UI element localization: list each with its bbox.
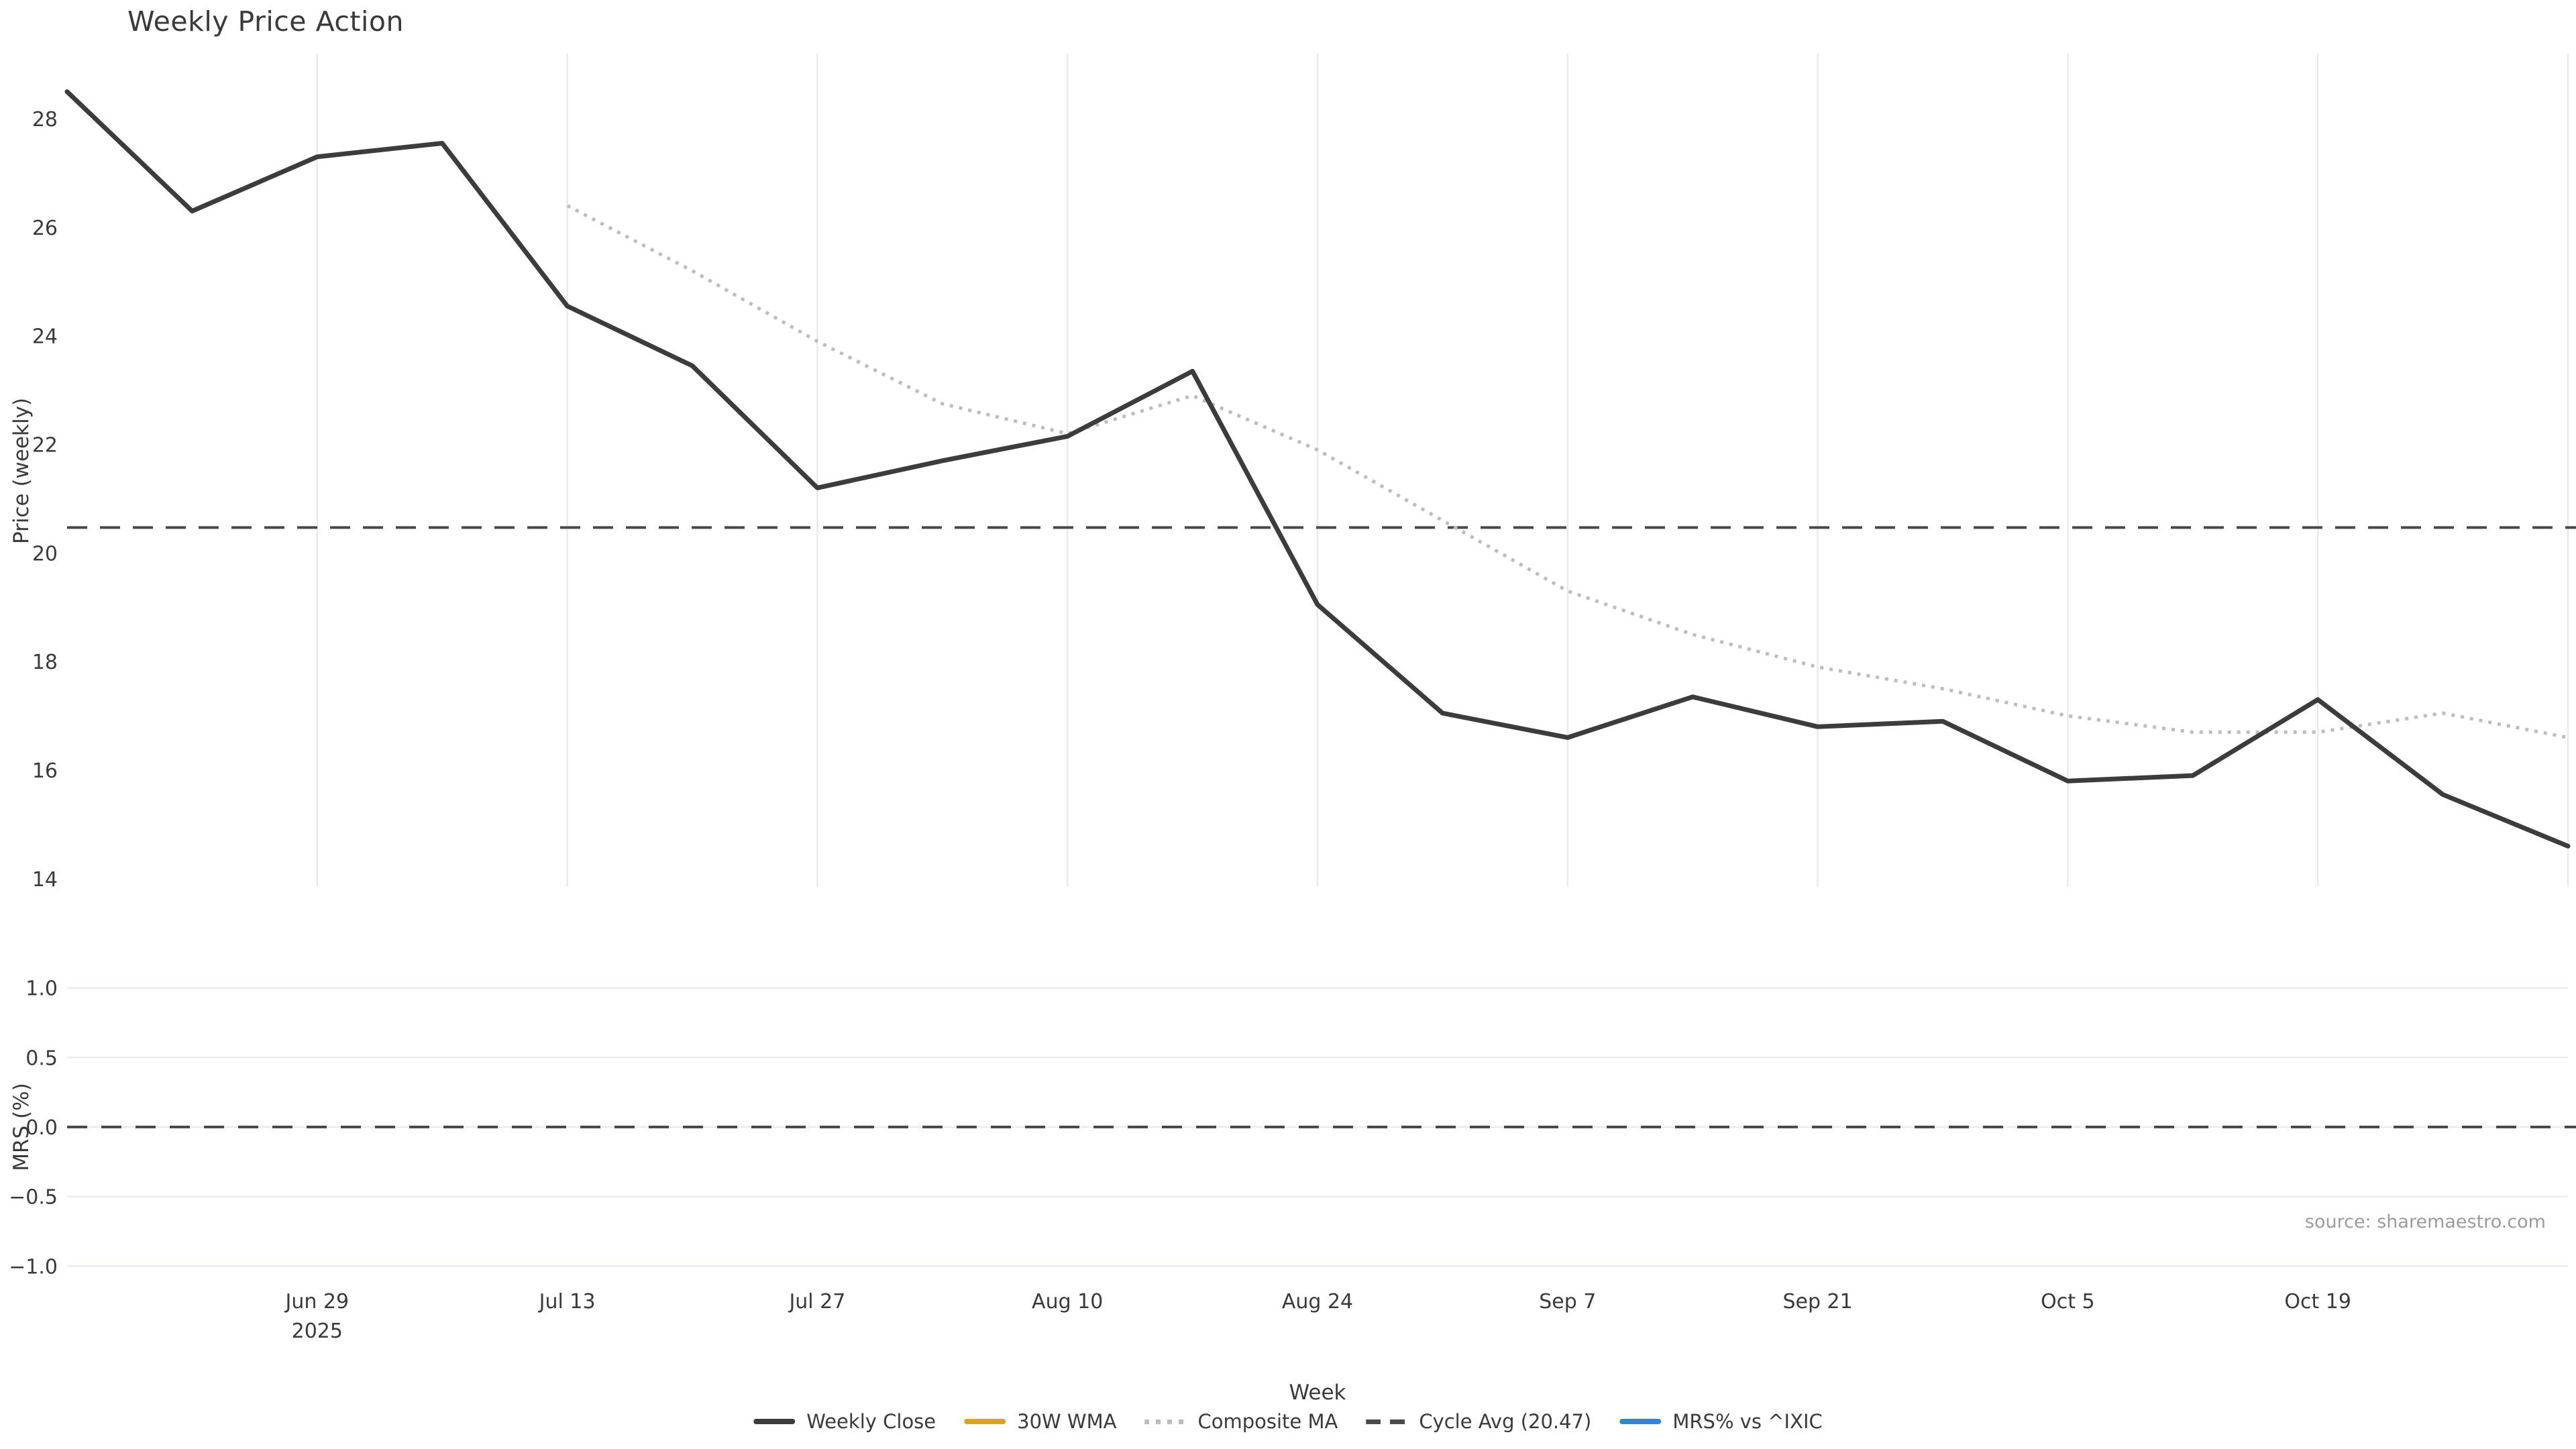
chart-legend: Weekly Close 30W WMA Composite MA Cycle … xyxy=(753,1410,1823,1433)
mrs-ytick-1: 1.0 xyxy=(25,977,58,1001)
xtick-sep-21: Sep 21 xyxy=(1782,1290,1852,1313)
legend-label: MRS% vs ^IXIC xyxy=(1672,1410,1823,1433)
price-ytick-22: 22 xyxy=(32,434,58,458)
wma-line-swatch-icon xyxy=(964,1419,1006,1424)
price-axis-label: Price (weekly) xyxy=(9,397,34,545)
xtick-oct-19: Oct 19 xyxy=(2284,1290,2351,1313)
composite-ma-line xyxy=(566,204,2569,739)
price-ytick-14: 14 xyxy=(32,868,58,892)
weekly-close-line-swatch-icon xyxy=(753,1419,796,1424)
xtick-year: 2025 xyxy=(292,1320,343,1343)
week-xtick-labels: Jun 29 2025 Jul 13 Jul 27 Aug 10 Aug 24 Sep 7 S… xyxy=(284,1290,2351,1343)
legend-item-weekly-close: Weekly Close xyxy=(753,1410,936,1433)
weekly-close-line xyxy=(64,89,2571,849)
page-title: Weekly Price Action xyxy=(127,5,404,38)
legend-item-composite-ma: Composite MA xyxy=(1144,1410,1338,1433)
mrs-line-swatch-icon xyxy=(1619,1419,1662,1424)
xtick-aug-24: Aug 24 xyxy=(1282,1290,1353,1313)
mrs-ytick-0: 0.0 xyxy=(25,1116,58,1140)
mrs-ytick-0.5: 0.5 xyxy=(25,1046,58,1070)
price-ytick-20: 20 xyxy=(32,542,58,566)
price-ytick-labels: 28 26 24 22 20 18 16 14 xyxy=(32,108,58,892)
xtick-sep-7: Sep 7 xyxy=(1539,1290,1596,1313)
xtick-aug-10: Aug 10 xyxy=(1032,1290,1103,1313)
xtick-jul-27: Jul 27 xyxy=(788,1290,845,1313)
price-ytick-16: 16 xyxy=(32,759,58,783)
mrs-axis-label: MRS (%) xyxy=(9,1083,34,1171)
price-chart-gridlines xyxy=(316,54,2569,887)
mrs-ytick--1: −1.0 xyxy=(9,1255,58,1279)
price-ytick-24: 24 xyxy=(32,325,58,349)
mrs-ytick--0.5: −0.5 xyxy=(9,1186,58,1210)
legend-item-30w-wma: 30W WMA xyxy=(964,1410,1116,1433)
cycle-avg-dashed-swatch-icon xyxy=(1366,1419,1408,1424)
price-ytick-28: 28 xyxy=(32,108,58,131)
xtick-oct-5: Oct 5 xyxy=(2041,1290,2095,1313)
legend-label: 30W WMA xyxy=(1017,1410,1117,1433)
composite-ma-dotted-swatch-icon xyxy=(1144,1419,1187,1424)
xtick-jul-13: Jul 13 xyxy=(538,1290,596,1313)
week-axis-label: Week xyxy=(1289,1381,1346,1405)
legend-item-mrs: MRS% vs ^IXIC xyxy=(1619,1410,1823,1433)
price-ytick-18: 18 xyxy=(32,651,58,674)
legend-label: Weekly Close xyxy=(806,1410,936,1433)
source-attribution: source: sharemaestro.com xyxy=(2304,1212,2546,1232)
price-ytick-26: 26 xyxy=(32,217,58,240)
legend-label: Cycle Avg (20.47) xyxy=(1419,1410,1592,1433)
legend-label: Composite MA xyxy=(1197,1410,1338,1433)
xtick-jun-29: Jun 29 xyxy=(284,1290,350,1313)
legend-item-cycle-avg: Cycle Avg (20.47) xyxy=(1366,1410,1591,1433)
mrs-ytick-labels: 1.0 0.5 0.0 −0.5 −1.0 xyxy=(9,977,58,1279)
